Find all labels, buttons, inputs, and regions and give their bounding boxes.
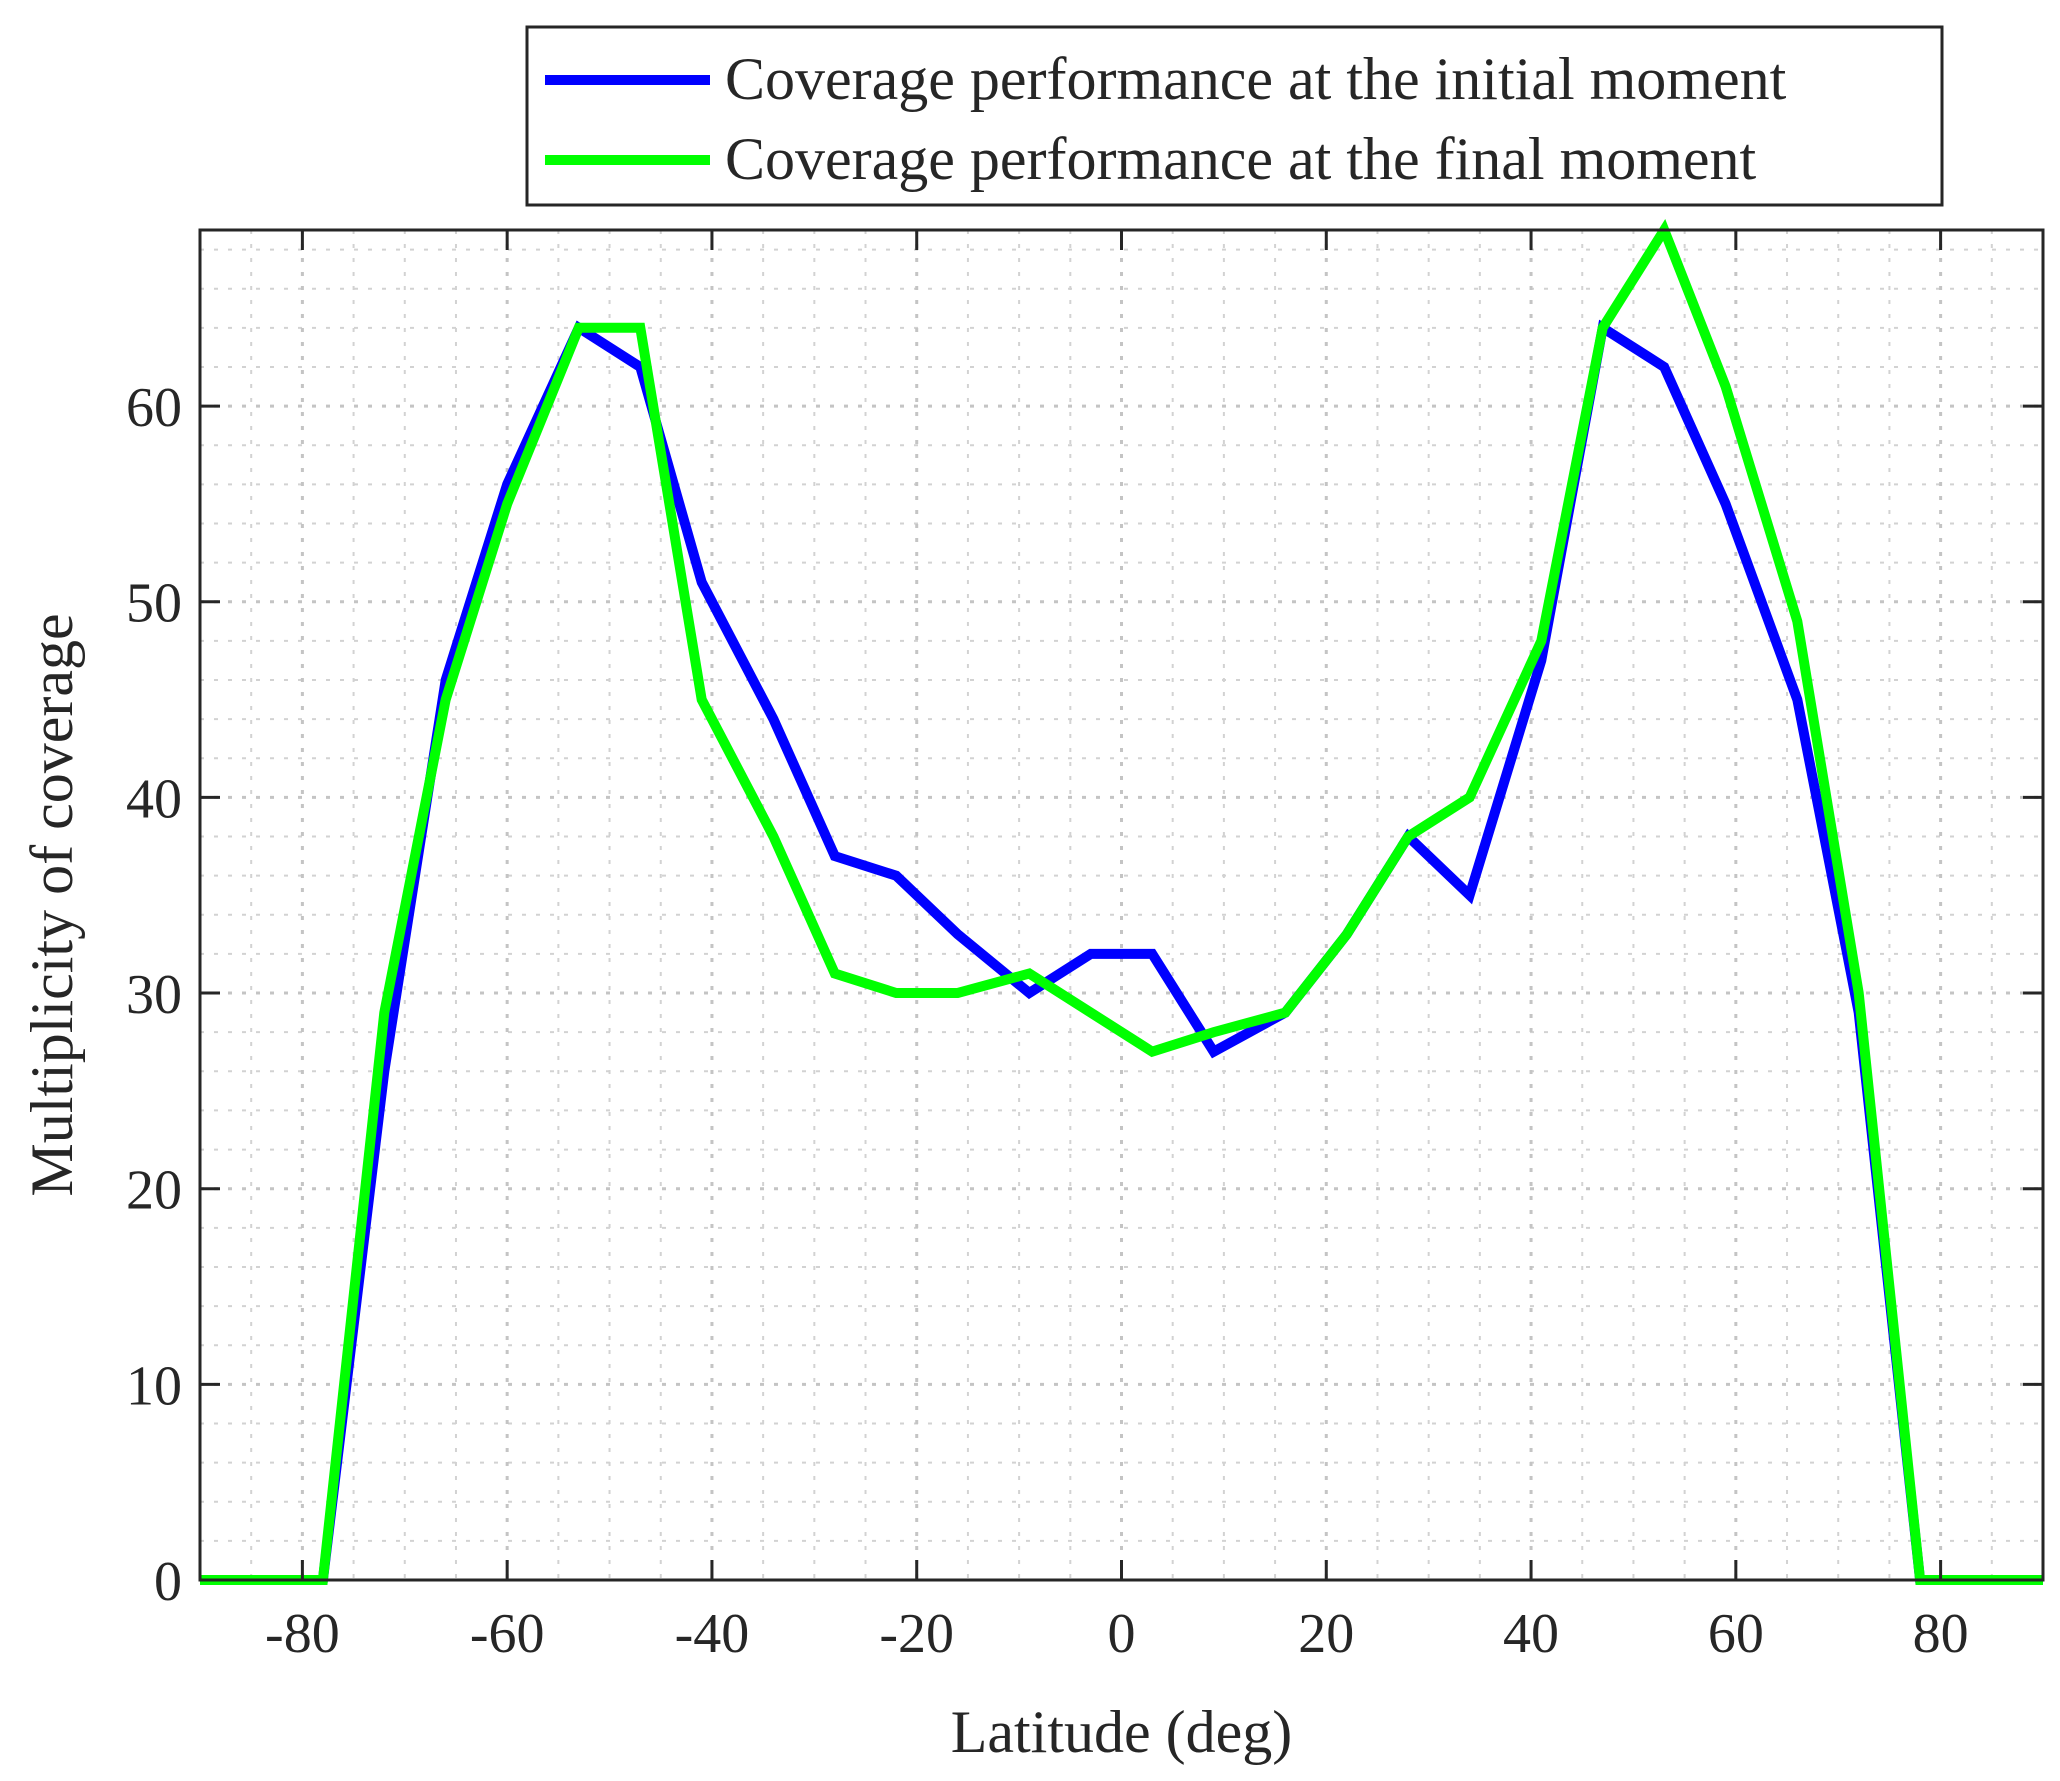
x-tick-label: 40 <box>1503 1603 1559 1665</box>
axis-ticks <box>200 230 2043 1582</box>
y-tick-label: 60 <box>126 377 182 439</box>
legend-box <box>525 25 1944 207</box>
x-tick-label: 20 <box>1298 1603 1354 1665</box>
x-axis-title: Latitude (deg) <box>951 1699 1293 1765</box>
y-tick-label: 10 <box>126 1355 182 1417</box>
y-tick-label: 20 <box>126 1160 182 1222</box>
legend: Coverage performance at the initial mome… <box>525 25 1944 207</box>
y-tick-label: 0 <box>154 1551 182 1613</box>
x-tick-label: 60 <box>1708 1603 1764 1665</box>
tick-labels: -80 -60 -40 -20 0 20 40 60 80 0 10 20 30 40 50 60 <box>126 377 1969 1665</box>
legend-label-final: Coverage performance at the final moment <box>725 126 1757 192</box>
legend-label-initial: Coverage performance at the initial mome… <box>725 46 1787 112</box>
x-tick-label: 80 <box>1913 1603 1969 1665</box>
x-tick-label: -20 <box>879 1603 954 1665</box>
plot-series <box>200 218 2043 1585</box>
y-tick-label: 50 <box>126 573 182 635</box>
y-tick-label: 30 <box>126 964 182 1026</box>
x-tick-label: 0 <box>1108 1603 1136 1665</box>
grid <box>199 230 2044 1582</box>
x-tick-label: -60 <box>470 1603 545 1665</box>
x-tick-label: -40 <box>675 1603 750 1665</box>
y-axis-title: Multiplicity of coverage <box>19 613 85 1196</box>
y-tick-label: 40 <box>126 768 182 830</box>
x-tick-label: -80 <box>265 1603 340 1665</box>
series-line-final <box>200 218 2043 1585</box>
